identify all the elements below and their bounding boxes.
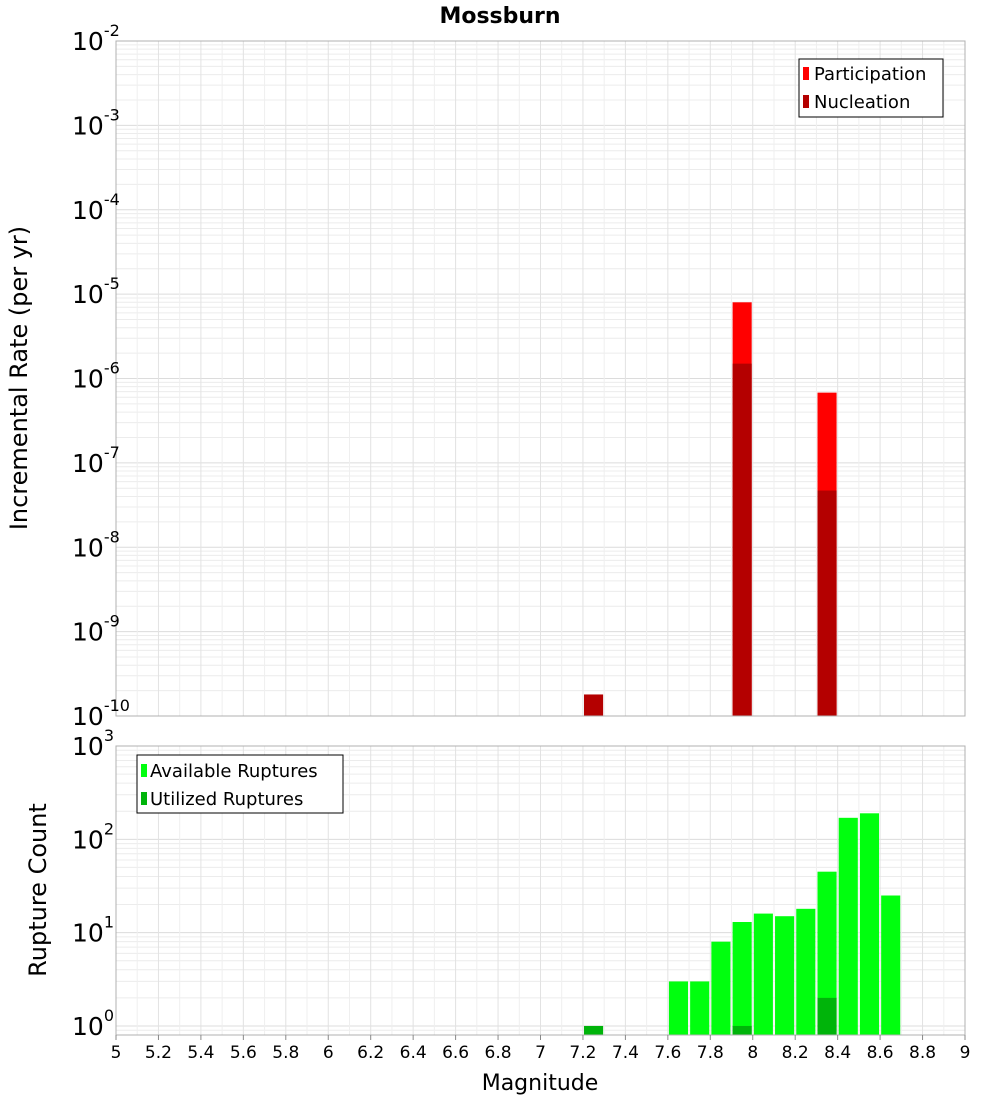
bottom-bar-available-ruptures <box>690 981 710 1035</box>
x-tick-label: 5 <box>111 1043 122 1063</box>
top-bar-nucleation <box>584 694 604 716</box>
x-tick-label: 8 <box>747 1043 758 1063</box>
bottom-y-ticks: 100 101 102 103 <box>72 726 114 1041</box>
x-tick-label: 5.4 <box>187 1043 214 1063</box>
x-tick-label: 7.6 <box>654 1043 681 1063</box>
bottom-bar-available-ruptures <box>859 813 880 1035</box>
x-tick-label: 8.6 <box>867 1043 894 1063</box>
x-tick-label: 6.2 <box>357 1043 384 1063</box>
x-tick-label: 6.6 <box>442 1043 469 1063</box>
legend-label-available-ruptures: Available Ruptures <box>150 761 318 782</box>
top-legend: Participation Nucleation <box>798 58 944 118</box>
bottom-bar-available-ruptures <box>838 817 858 1035</box>
bottom-bar-available-ruptures <box>881 895 901 1035</box>
x-tick-label: 6.4 <box>400 1043 427 1063</box>
bottom-y-tick-label: 101 <box>72 913 114 948</box>
bottom-bar-available-ruptures <box>732 922 752 1035</box>
top-y-tick-label: 10-5 <box>72 274 120 309</box>
top-bar-nucleation <box>817 490 837 716</box>
x-tick-label: 7.2 <box>569 1043 596 1063</box>
x-tick-label: 6 <box>323 1043 334 1063</box>
bottom-bar-utilized-ruptures <box>817 997 837 1035</box>
legend-label-utilized-ruptures: Utilized Ruptures <box>150 789 303 810</box>
top-bar-nucleation <box>732 363 752 716</box>
bottom-bar-available-ruptures <box>796 908 816 1035</box>
bottom-legend-box <box>136 754 344 814</box>
top-y-tick-label: 10-9 <box>72 612 120 647</box>
x-tick-label: 6.8 <box>485 1043 512 1063</box>
x-tick-label: 5.8 <box>272 1043 299 1063</box>
bottom-x-ticks: 5 5.2 5.4 5.6 5.8 6 6.2 6.4 6.6 6.8 7 7.2 7.4 7.6 7.8 8… <box>111 1035 971 1063</box>
top-grid <box>115 41 966 717</box>
bottom-bar-available-ruptures <box>711 941 731 1035</box>
legend-swatch-utilized-ruptures <box>141 792 147 805</box>
x-tick-label: 7 <box>535 1043 546 1063</box>
top-y-ticks: 10-10 10-9 10-8 10-7 10-6 10-5 10-4 10-3 10-2 <box>72 21 130 731</box>
legend-label-participation: Participation <box>814 64 926 85</box>
bottom-bar-utilized-ruptures <box>732 1025 752 1035</box>
top-bars <box>584 302 837 716</box>
bottom-y-axis-label: Rupture Count <box>24 803 52 977</box>
x-axis-label: Magnitude <box>482 1071 599 1096</box>
top-y-tick-label: 10-10 <box>72 696 130 731</box>
chart-title: Mossburn <box>439 4 560 29</box>
bottom-bar-available-ruptures <box>775 916 795 1035</box>
x-tick-label: 8.2 <box>782 1043 809 1063</box>
top-y-tick-label: 10-4 <box>72 190 120 225</box>
bottom-y-tick-label: 103 <box>72 726 114 761</box>
top-y-axis-label: Incremental Rate (per yr) <box>5 226 33 530</box>
bottom-legend: Available Ruptures Utilized Ruptures <box>136 754 344 814</box>
top-y-tick-label: 10-8 <box>72 527 120 562</box>
top-y-tick-label: 10-2 <box>72 21 120 56</box>
legend-swatch-available-ruptures <box>141 764 147 777</box>
x-tick-label: 5.6 <box>230 1043 257 1063</box>
bottom-bars <box>584 813 901 1035</box>
top-plot-frame <box>115 40 966 717</box>
bottom-bar-utilized-ruptures <box>584 1025 604 1035</box>
top-y-tick-label: 10-6 <box>72 359 120 394</box>
top-y-tick-label: 10-3 <box>72 105 120 140</box>
legend-label-nucleation: Nucleation <box>814 92 910 113</box>
x-tick-label: 8.8 <box>909 1043 936 1063</box>
x-tick-label: 9 <box>960 1043 971 1063</box>
x-tick-label: 7.8 <box>697 1043 724 1063</box>
top-legend-box <box>798 58 944 118</box>
legend-swatch-nucleation <box>803 95 809 108</box>
x-tick-label: 7.4 <box>612 1043 639 1063</box>
bottom-bar-available-ruptures <box>753 913 773 1035</box>
legend-swatch-participation <box>803 67 809 80</box>
x-tick-label: 8.4 <box>824 1043 851 1063</box>
bottom-bar-available-ruptures <box>817 871 837 1035</box>
top-y-tick-label: 10-7 <box>72 443 120 478</box>
bottom-bar-available-ruptures <box>668 981 689 1035</box>
bottom-y-tick-label: 100 <box>72 1006 114 1041</box>
bottom-y-tick-label: 102 <box>72 819 114 854</box>
x-tick-label: 5.2 <box>145 1043 172 1063</box>
